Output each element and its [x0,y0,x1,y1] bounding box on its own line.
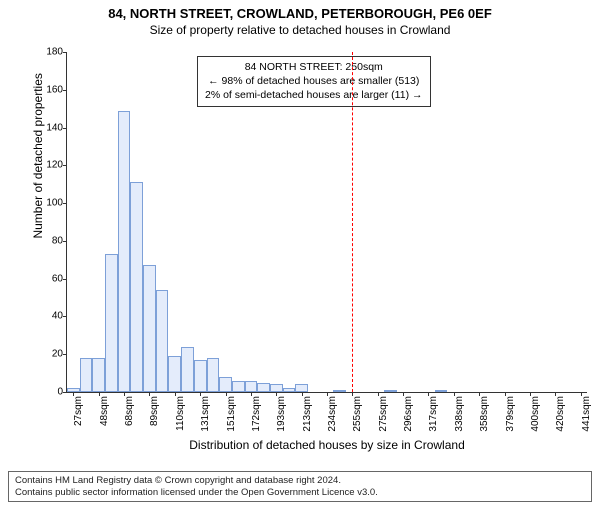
y-tick-mark [63,354,67,355]
info-line-1: 84 NORTH STREET: 250sqm [205,60,423,74]
x-tick-mark [99,392,100,396]
x-tick-label: 255sqm [352,396,363,432]
x-tick-mark [302,392,303,396]
histogram-bar [156,290,169,392]
x-tick-mark [327,392,328,396]
histogram-bar [181,347,194,392]
y-tick-mark [63,241,67,242]
x-tick-label: 27sqm [73,396,84,426]
x-tick-mark [378,392,379,396]
x-axis-label: Distribution of detached houses by size … [189,438,464,452]
y-tick-mark [63,165,67,166]
y-tick-mark [63,203,67,204]
x-tick-label: 379sqm [505,396,516,432]
x-tick-mark [276,392,277,396]
x-tick-label: 441sqm [581,396,592,432]
x-tick-mark [454,392,455,396]
x-tick-label: 48sqm [99,396,110,426]
x-tick-mark [505,392,506,396]
x-tick-mark [428,392,429,396]
info-line-2: ← 98% of detached houses are smaller (51… [205,74,423,88]
x-tick-label: 89sqm [149,396,160,426]
reference-marker-line [352,52,353,392]
x-tick-label: 213sqm [302,396,313,432]
chart-container: Number of detached properties Distributi… [46,52,586,422]
histogram-bar [257,383,270,392]
histogram-bar [333,390,346,392]
histogram-bar [143,265,156,392]
page-subtitle: Size of property relative to detached ho… [0,23,600,37]
y-tick-mark [63,52,67,53]
y-tick-mark [63,128,67,129]
histogram-bar [194,360,207,392]
x-tick-label: 338sqm [454,396,465,432]
footer-line-2: Contains public sector information licen… [15,487,585,498]
histogram-bar [92,358,105,392]
histogram-bar [245,381,258,392]
histogram-bar [232,381,245,392]
x-tick-mark [251,392,252,396]
histogram-bar [295,384,308,392]
histogram-bar [80,358,93,392]
histogram-bar [384,390,397,392]
y-axis-label: Number of detached properties [31,73,45,238]
y-tick-mark [63,279,67,280]
x-tick-label: 234sqm [327,396,338,432]
x-tick-mark [479,392,480,396]
x-tick-mark [555,392,556,396]
histogram-bar [168,356,181,392]
x-tick-mark [581,392,582,396]
x-tick-label: 358sqm [479,396,490,432]
x-tick-label: 400sqm [530,396,541,432]
x-tick-label: 110sqm [175,396,186,431]
x-tick-label: 151sqm [226,396,237,432]
page-title: 84, NORTH STREET, CROWLAND, PETERBOROUGH… [0,6,600,21]
x-tick-mark [73,392,74,396]
attribution-footer: Contains HM Land Registry data © Crown c… [8,471,592,502]
histogram-bar [130,182,143,392]
x-tick-mark [149,392,150,396]
histogram-bar [435,390,448,392]
x-tick-mark [226,392,227,396]
x-tick-mark [403,392,404,396]
histogram-bar [270,384,283,392]
info-line-3: 2% of semi-detached houses are larger (1… [205,88,423,102]
x-tick-label: 68sqm [124,396,135,426]
x-tick-label: 317sqm [428,396,439,432]
footer-line-1: Contains HM Land Registry data © Crown c… [15,475,585,486]
x-tick-label: 275sqm [378,396,389,432]
x-tick-label: 420sqm [555,396,566,432]
histogram-bar [105,254,118,392]
x-tick-label: 131sqm [200,396,211,432]
x-tick-mark [530,392,531,396]
x-tick-mark [175,392,176,396]
histogram-bar [207,358,220,392]
x-tick-mark [352,392,353,396]
histogram-bar [283,388,296,392]
y-tick-mark [63,392,67,393]
y-tick-mark [63,316,67,317]
histogram-bar [219,377,232,392]
y-tick-mark [63,90,67,91]
x-tick-label: 193sqm [276,396,287,432]
histogram-bar [118,111,131,392]
x-tick-mark [124,392,125,396]
marker-info-box: 84 NORTH STREET: 250sqm ← 98% of detache… [197,56,431,107]
x-tick-label: 172sqm [251,396,262,432]
x-tick-label: 296sqm [403,396,414,432]
plot-area: Number of detached properties Distributi… [66,52,587,393]
x-tick-mark [200,392,201,396]
